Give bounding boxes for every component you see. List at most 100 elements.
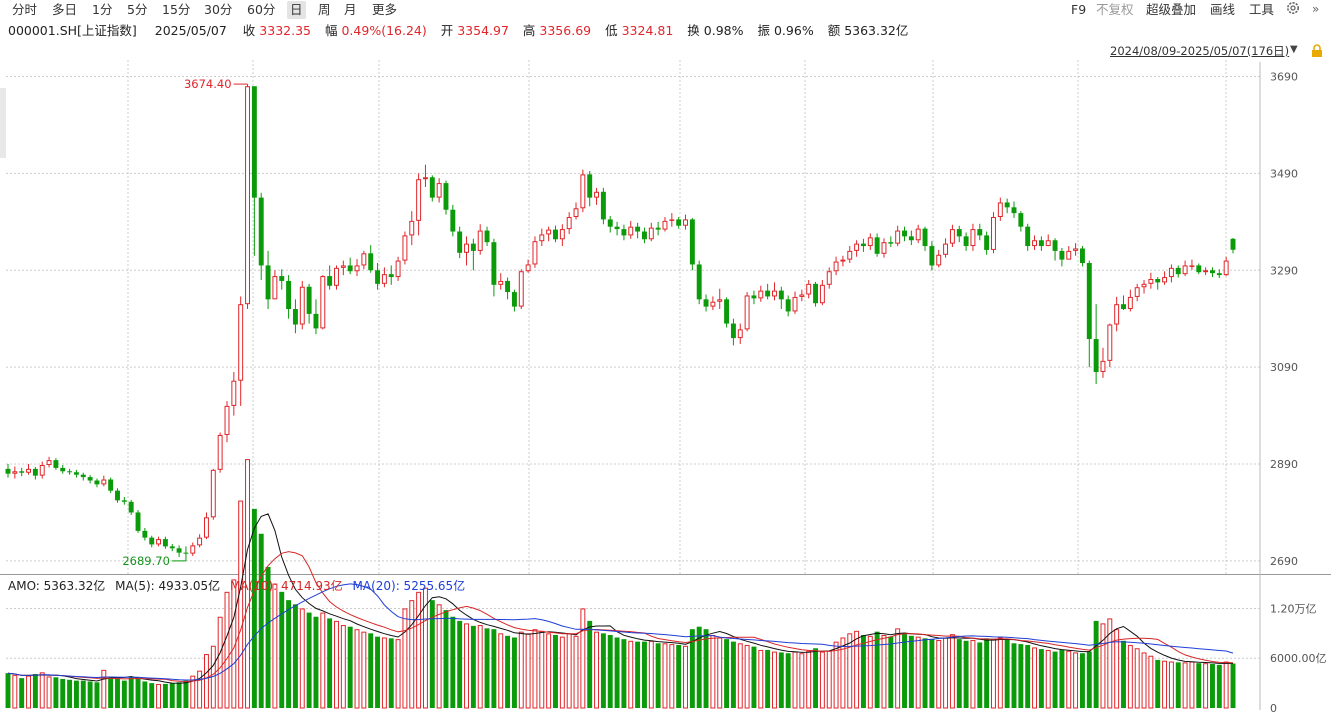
candle-body	[997, 202, 1003, 217]
date-range-selector[interactable]: 2024/08/09-2025/05/07(176日)	[1110, 44, 1290, 58]
candle-body	[1210, 270, 1215, 274]
f9-button[interactable]: F9	[1071, 2, 1087, 17]
period-multiday[interactable]: 多日	[52, 2, 78, 17]
volume-bar	[1223, 661, 1229, 709]
lock-icon[interactable]	[1310, 44, 1326, 58]
volume-bar	[703, 629, 709, 708]
chevron-down-icon[interactable]: ▼	[1290, 44, 1298, 55]
candle-body	[210, 469, 216, 518]
period-week[interactable]: 周	[318, 2, 331, 17]
candle-body	[279, 276, 285, 281]
volume-bar	[450, 616, 456, 708]
price-tick-label: 2690	[1270, 555, 1298, 568]
candle-body	[1032, 240, 1038, 247]
period-15min[interactable]: 15分	[162, 2, 191, 17]
candle-body	[340, 265, 346, 268]
candle-body	[943, 243, 949, 255]
candle-body	[915, 228, 921, 241]
settings-icon[interactable]	[1285, 0, 1301, 18]
volume-bar	[1038, 649, 1044, 708]
candle-body	[1107, 324, 1113, 361]
candle-body	[566, 216, 572, 230]
candle-body	[929, 246, 935, 266]
candle-body	[1196, 265, 1202, 273]
volume-bar	[176, 682, 182, 708]
low-label: 低	[605, 23, 618, 38]
sidebar-handle[interactable]	[0, 88, 6, 158]
open-label: 开	[440, 23, 454, 38]
candle-body	[669, 219, 675, 221]
candle-body	[580, 174, 586, 209]
volume-bar	[1210, 664, 1215, 708]
candle-body	[347, 265, 353, 272]
period-1min[interactable]: 1分	[92, 2, 113, 17]
volume-bar	[1032, 647, 1038, 709]
volume-bar	[436, 604, 442, 709]
expand-icon[interactable]: »	[1312, 2, 1320, 16]
volume-bar	[156, 683, 162, 709]
tools-button[interactable]: 工具	[1249, 2, 1275, 17]
candle-body	[238, 304, 244, 381]
period-day[interactable]: 日	[287, 1, 306, 19]
candle-body	[361, 253, 367, 266]
candle-body	[717, 299, 723, 302]
volume-bar	[121, 680, 127, 708]
period-5min[interactable]: 5分	[127, 2, 148, 17]
overlay-button[interactable]: 超级叠加	[1146, 2, 1197, 17]
candle-body	[299, 286, 305, 325]
volume-bar	[710, 634, 716, 709]
amo-label: AMO: 5363.32亿	[8, 579, 106, 593]
volume-bar	[94, 682, 100, 708]
candle-body	[60, 467, 66, 472]
period-more[interactable]: 更多	[372, 2, 398, 17]
volume-bar	[778, 652, 784, 708]
volume-bar	[53, 677, 59, 708]
volume-bar	[375, 636, 381, 708]
volume-bar	[1168, 661, 1174, 709]
volume-bar	[908, 635, 914, 708]
volume-bar	[224, 591, 230, 709]
candle-body	[416, 179, 422, 221]
volume-bar	[292, 604, 298, 708]
period-60min[interactable]: 60分	[247, 2, 276, 17]
volume-bar	[1162, 660, 1168, 709]
change-label: 幅	[324, 23, 338, 38]
draw-button[interactable]: 画线	[1210, 2, 1236, 17]
candle-body	[840, 259, 846, 262]
no-adjust-button[interactable]: 不复权	[1096, 2, 1134, 17]
volume-bar	[600, 633, 606, 708]
candle-body	[792, 296, 798, 312]
candle-body	[936, 254, 942, 266]
volume-tick-label: 6000.00亿	[1270, 652, 1327, 665]
candle-body	[867, 237, 873, 247]
volume-bar	[80, 680, 86, 708]
candle-body	[94, 480, 100, 485]
candle-body	[614, 226, 620, 230]
candle-body	[1093, 339, 1099, 372]
candle-body	[470, 243, 476, 251]
period-30min[interactable]: 30分	[204, 2, 233, 17]
volume-bar	[881, 634, 887, 709]
candle-body	[19, 471, 25, 473]
volume-bar	[470, 625, 476, 708]
candle-body	[320, 276, 326, 329]
candle-body	[422, 177, 428, 180]
ma5-line	[7, 513, 1233, 684]
volume-bar	[532, 629, 538, 709]
volume-bar	[1196, 663, 1202, 708]
candle-body	[1086, 263, 1092, 340]
volume-bar	[970, 639, 976, 709]
volume-bar	[1134, 648, 1140, 709]
volume-bar	[765, 649, 771, 708]
high-low-markers: 3674.40 2689.70	[122, 77, 248, 568]
candle-body	[641, 231, 647, 240]
volume-bar	[902, 633, 907, 708]
candle-body	[87, 477, 93, 481]
volume-bar	[395, 639, 401, 709]
period-month[interactable]: 月	[344, 2, 357, 17]
ma20-line	[7, 583, 1234, 681]
price-tick-label: 2890	[1270, 458, 1298, 471]
candle-body	[135, 512, 141, 531]
period-intraday[interactable]: 分时	[12, 2, 38, 17]
